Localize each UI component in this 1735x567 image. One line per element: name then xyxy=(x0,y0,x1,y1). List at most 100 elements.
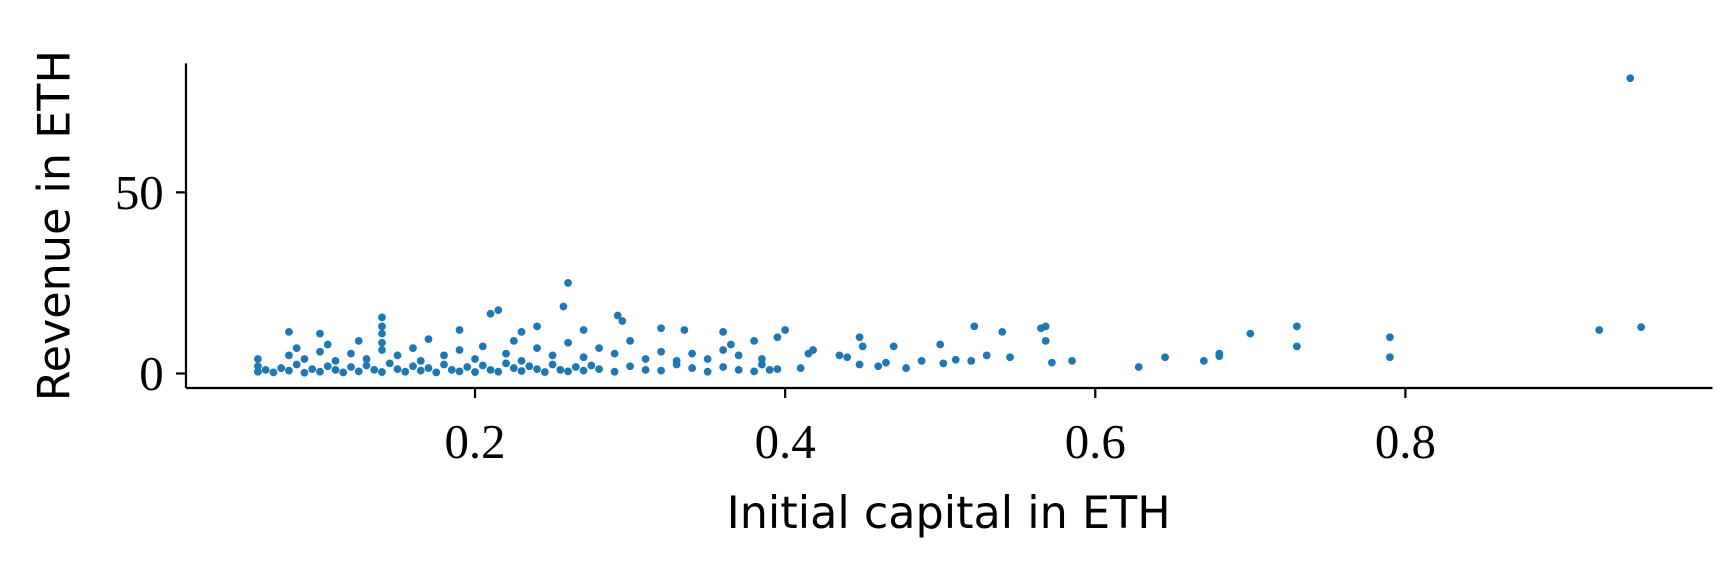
point xyxy=(440,360,448,369)
point xyxy=(393,351,402,360)
point xyxy=(509,364,518,372)
point xyxy=(292,344,301,353)
point xyxy=(889,342,898,351)
point xyxy=(703,367,712,376)
point xyxy=(571,363,580,371)
point xyxy=(261,365,270,374)
point xyxy=(533,365,541,374)
point xyxy=(424,335,433,343)
point xyxy=(354,367,363,376)
x-axis-label: Initial capital in ETH xyxy=(727,488,1171,539)
point xyxy=(1006,353,1014,362)
point xyxy=(300,368,309,377)
point xyxy=(855,333,864,342)
point xyxy=(951,355,960,364)
point xyxy=(1386,353,1394,362)
point xyxy=(517,327,526,336)
point xyxy=(378,322,386,331)
point xyxy=(347,363,355,371)
point xyxy=(478,361,487,370)
point xyxy=(502,359,510,368)
point xyxy=(1041,337,1050,345)
point xyxy=(610,367,619,376)
point xyxy=(626,362,634,371)
point xyxy=(502,349,510,358)
point xyxy=(378,346,386,354)
point xyxy=(486,365,495,374)
point xyxy=(874,362,883,371)
point xyxy=(533,322,541,331)
point xyxy=(323,362,332,371)
point xyxy=(331,356,340,365)
point xyxy=(641,355,650,363)
point xyxy=(1047,358,1056,367)
point xyxy=(750,337,759,345)
point xyxy=(517,367,526,375)
point xyxy=(559,302,568,311)
point xyxy=(393,365,402,374)
point xyxy=(1595,326,1604,334)
point xyxy=(378,368,386,376)
point xyxy=(1292,322,1301,331)
point xyxy=(254,362,262,371)
point xyxy=(533,344,541,353)
point xyxy=(998,327,1007,336)
point xyxy=(657,324,665,333)
point xyxy=(378,313,386,322)
point xyxy=(758,355,766,363)
point xyxy=(416,366,425,375)
point xyxy=(579,326,588,334)
point xyxy=(939,359,948,368)
y-tick-label: 0 xyxy=(139,346,163,401)
point xyxy=(486,309,495,318)
point xyxy=(540,368,549,376)
point xyxy=(734,365,743,374)
point xyxy=(494,306,503,314)
x-tick-label: 0.8 xyxy=(1375,414,1436,469)
point xyxy=(285,351,293,360)
point xyxy=(362,361,371,370)
point xyxy=(277,364,286,372)
y-tick-label: 50 xyxy=(115,165,164,220)
point xyxy=(548,360,557,369)
point xyxy=(1199,356,1208,365)
point xyxy=(967,356,976,365)
point xyxy=(858,342,867,351)
x-tick-label: 0.6 xyxy=(1065,414,1126,469)
point xyxy=(331,365,340,374)
point xyxy=(703,355,712,363)
point xyxy=(478,342,487,351)
x-tick-label: 0.2 xyxy=(444,414,505,469)
point xyxy=(618,317,627,325)
point xyxy=(564,279,572,287)
x-tick-label: 0.4 xyxy=(755,414,816,469)
point xyxy=(613,311,622,320)
point xyxy=(471,355,479,363)
point xyxy=(902,364,910,372)
point xyxy=(726,340,735,349)
point xyxy=(416,356,425,365)
point xyxy=(641,365,650,374)
point xyxy=(936,340,945,349)
point xyxy=(1637,323,1646,332)
point xyxy=(657,347,665,356)
y-axis-label: Revenue in ETH xyxy=(29,50,80,401)
point xyxy=(455,326,464,334)
point xyxy=(455,346,464,354)
point xyxy=(719,327,728,336)
point xyxy=(804,349,813,358)
point xyxy=(610,349,619,358)
point xyxy=(370,365,379,374)
point xyxy=(292,360,301,369)
point xyxy=(385,359,394,368)
point xyxy=(525,362,534,371)
point xyxy=(269,368,278,377)
point xyxy=(323,340,332,349)
point xyxy=(1037,324,1045,333)
point xyxy=(285,327,293,336)
point xyxy=(882,358,890,367)
point xyxy=(432,368,441,377)
